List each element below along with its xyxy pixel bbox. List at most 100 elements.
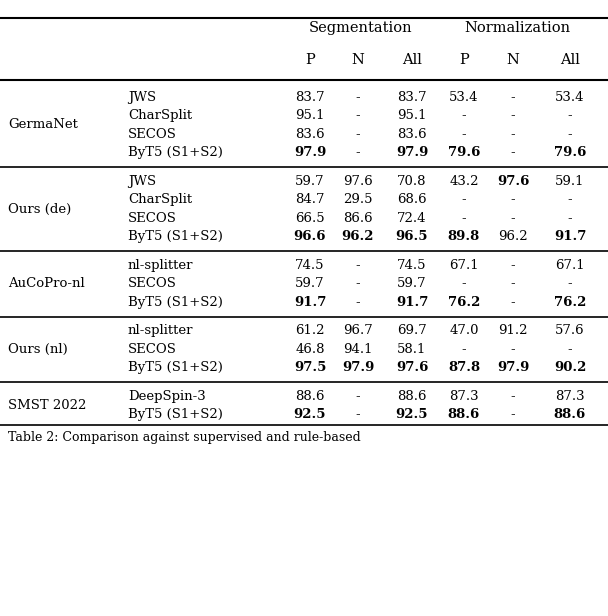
Text: 59.7: 59.7 [295, 175, 325, 188]
Text: SECOS: SECOS [128, 342, 177, 356]
Text: 91.2: 91.2 [498, 324, 528, 337]
Text: -: - [511, 390, 516, 403]
Text: -: - [356, 91, 361, 103]
Text: Table 2: Comparison against supervised and rule-based: Table 2: Comparison against supervised a… [8, 431, 361, 445]
Text: 95.1: 95.1 [295, 109, 325, 122]
Text: 84.7: 84.7 [295, 193, 325, 206]
Text: -: - [461, 109, 466, 122]
Text: 92.5: 92.5 [396, 408, 428, 421]
Text: Ours (nl): Ours (nl) [8, 342, 67, 356]
Text: 92.5: 92.5 [294, 408, 326, 421]
Text: 97.9: 97.9 [497, 361, 529, 375]
Text: 97.6: 97.6 [396, 361, 428, 375]
Text: 59.1: 59.1 [555, 175, 585, 188]
Text: 29.5: 29.5 [344, 193, 373, 206]
Text: GermaNet: GermaNet [8, 118, 78, 131]
Text: 46.8: 46.8 [295, 342, 325, 356]
Text: 74.5: 74.5 [295, 259, 325, 272]
Text: -: - [511, 109, 516, 122]
Text: N: N [506, 53, 519, 67]
Text: 91.7: 91.7 [554, 230, 586, 243]
Text: 88.6: 88.6 [397, 390, 427, 403]
Text: 76.2: 76.2 [448, 296, 480, 309]
Text: All: All [402, 53, 422, 67]
Text: 96.7: 96.7 [343, 324, 373, 337]
Text: CharSplit: CharSplit [128, 109, 192, 122]
Text: DeepSpin-3: DeepSpin-3 [128, 390, 206, 403]
Text: -: - [461, 193, 466, 206]
Text: 67.1: 67.1 [449, 259, 479, 272]
Text: -: - [511, 296, 516, 309]
Text: Normalization: Normalization [464, 21, 570, 35]
Text: -: - [568, 193, 572, 206]
Text: 58.1: 58.1 [397, 342, 427, 356]
Text: ByT5 (S1+S2): ByT5 (S1+S2) [128, 146, 223, 160]
Text: SECOS: SECOS [128, 277, 177, 290]
Text: SECOS: SECOS [128, 212, 177, 225]
Text: 83.7: 83.7 [295, 91, 325, 103]
Text: ByT5 (S1+S2): ByT5 (S1+S2) [128, 361, 223, 375]
Text: 87.3: 87.3 [449, 390, 479, 403]
Text: 89.8: 89.8 [448, 230, 480, 243]
Text: 97.9: 97.9 [342, 361, 374, 375]
Text: -: - [511, 212, 516, 225]
Text: 87.8: 87.8 [448, 361, 480, 375]
Text: -: - [356, 408, 361, 421]
Text: AuCoPro-nl: AuCoPro-nl [8, 277, 85, 290]
Text: 96.6: 96.6 [294, 230, 326, 243]
Text: SECOS: SECOS [128, 128, 177, 140]
Text: -: - [461, 128, 466, 140]
Text: -: - [568, 109, 572, 122]
Text: 83.7: 83.7 [397, 91, 427, 103]
Text: ByT5 (S1+S2): ByT5 (S1+S2) [128, 408, 223, 421]
Text: 96.2: 96.2 [498, 230, 528, 243]
Text: SMST 2022: SMST 2022 [8, 399, 86, 412]
Text: -: - [356, 277, 361, 290]
Text: -: - [568, 212, 572, 225]
Text: -: - [511, 193, 516, 206]
Text: nl-splitter: nl-splitter [128, 259, 193, 272]
Text: -: - [511, 259, 516, 272]
Text: -: - [461, 212, 466, 225]
Text: 96.2: 96.2 [342, 230, 375, 243]
Text: -: - [511, 408, 516, 421]
Text: 53.4: 53.4 [449, 91, 478, 103]
Text: 68.6: 68.6 [397, 193, 427, 206]
Text: -: - [511, 128, 516, 140]
Text: JWS: JWS [128, 91, 156, 103]
Text: 59.7: 59.7 [295, 277, 325, 290]
Text: 61.2: 61.2 [295, 324, 325, 337]
Text: 79.6: 79.6 [554, 146, 586, 160]
Text: 90.2: 90.2 [554, 361, 586, 375]
Text: -: - [461, 277, 466, 290]
Text: 97.6: 97.6 [497, 175, 529, 188]
Text: 86.6: 86.6 [343, 212, 373, 225]
Text: -: - [356, 259, 361, 272]
Text: 83.6: 83.6 [397, 128, 427, 140]
Text: 59.7: 59.7 [397, 277, 427, 290]
Text: 97.6: 97.6 [343, 175, 373, 188]
Text: All: All [560, 53, 580, 67]
Text: 97.9: 97.9 [396, 146, 428, 160]
Text: -: - [356, 390, 361, 403]
Text: -: - [356, 296, 361, 309]
Text: CharSplit: CharSplit [128, 193, 192, 206]
Text: 83.6: 83.6 [295, 128, 325, 140]
Text: ByT5 (S1+S2): ByT5 (S1+S2) [128, 230, 223, 243]
Text: 67.1: 67.1 [555, 259, 585, 272]
Text: ByT5 (S1+S2): ByT5 (S1+S2) [128, 296, 223, 309]
Text: P: P [305, 53, 315, 67]
Text: 87.3: 87.3 [555, 390, 585, 403]
Text: 97.5: 97.5 [294, 361, 326, 375]
Text: 96.5: 96.5 [396, 230, 428, 243]
Text: 72.4: 72.4 [397, 212, 427, 225]
Text: -: - [356, 109, 361, 122]
Text: 66.5: 66.5 [295, 212, 325, 225]
Text: 43.2: 43.2 [449, 175, 478, 188]
Text: 57.6: 57.6 [555, 324, 585, 337]
Text: -: - [511, 277, 516, 290]
Text: 53.4: 53.4 [555, 91, 585, 103]
Text: 94.1: 94.1 [344, 342, 373, 356]
Text: JWS: JWS [128, 175, 156, 188]
Text: 47.0: 47.0 [449, 324, 478, 337]
